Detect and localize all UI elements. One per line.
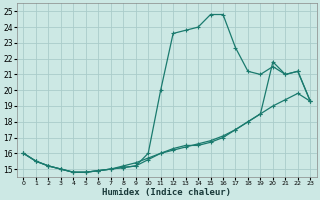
X-axis label: Humidex (Indice chaleur): Humidex (Indice chaleur)	[102, 188, 231, 197]
